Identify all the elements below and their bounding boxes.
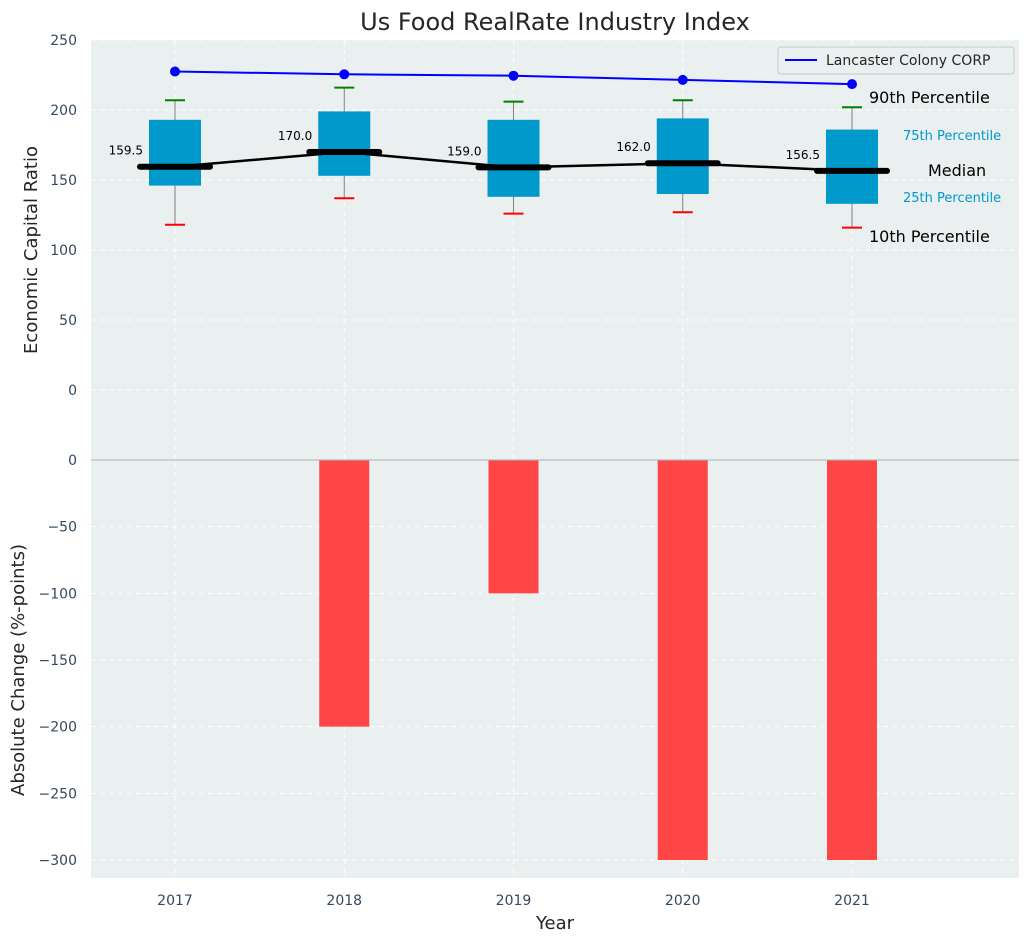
bottom-y-tick-label: 0 [68,453,77,469]
top-y-tick-label: 250 [50,33,77,49]
x-tick-label: 2020 [665,893,701,909]
legend: Lancaster Colony CORP [777,46,1015,75]
median-trend [174,150,853,173]
legend-label: Lancaster Colony CORP [826,53,991,69]
company-point [847,79,857,90]
company-point [508,70,519,81]
change-bars [319,460,877,860]
x-ticks: 2017 2018 2019 2020 2021 [157,893,870,909]
iqr-box [149,119,201,186]
x-tick-label: 2017 [157,893,193,909]
bottom-y-tick-label: −150 [39,653,77,669]
median-label: 159.5 [109,144,143,158]
x-tick-label: 2018 [326,893,362,909]
bottom-y-tick-label: −100 [39,586,77,602]
x-tick-label: 2021 [834,893,870,909]
top-y-tick-label: 100 [50,243,77,259]
annotation-median: Median [928,161,986,180]
company-point [339,69,350,80]
bottom-plot-area [91,460,1019,878]
top-y-tick-label: 0 [68,383,77,399]
iqr-box [656,118,709,194]
iqr-box [318,111,371,176]
bottom-y-tick-label: −50 [47,520,77,536]
top-y-axis-label: Economic Capital Ratio [21,146,42,354]
annotation-10th: 10th Percentile [869,227,990,246]
iqr-box [826,129,878,204]
bottom-grid [91,526,1019,861]
x-tick-label: 2019 [496,893,532,909]
annotation-25th: 25th Percentile [903,191,1001,206]
company-point [170,66,180,77]
company-point [677,74,688,85]
company-series [170,66,857,90]
bottom-y-tick-label: −300 [39,853,77,869]
median-label: 156.5 [786,148,820,162]
change-bar [488,460,539,594]
change-bar [827,460,877,860]
median-value-labels: 159.5 170.0 159.0 162.0 156.5 [109,129,820,162]
bottom-y-axis-label: Absolute Change (%-points) [8,544,29,796]
bottom-y-tick-label: −200 [39,720,77,736]
median-label: 170.0 [278,129,312,143]
annotation-75th: 75th Percentile [903,129,1001,144]
chart-title: Us Food RealRate Industry Index [360,8,750,36]
percentile-boxes [137,86,890,229]
top-y-tick-label: 200 [50,103,77,119]
annotation-90th: 90th Percentile [869,88,990,107]
median-trend-line [174,150,853,173]
top-y-tick-label: 150 [50,173,77,189]
median-label: 162.0 [616,140,650,154]
legend-box [777,46,1015,75]
top-y-ticks: 0 50 100 150 200 250 [50,33,77,399]
x-axis-label: Year [535,913,575,934]
change-bar [319,460,370,727]
top-y-tick-label: 50 [59,313,77,329]
bottom-y-tick-label: −250 [39,786,77,802]
bottom-y-ticks: 0 −50 −100 −150 −200 −250 −300 [39,453,77,869]
iqr-box [487,119,540,197]
change-bar [657,460,708,860]
median-label: 159.0 [447,144,481,158]
